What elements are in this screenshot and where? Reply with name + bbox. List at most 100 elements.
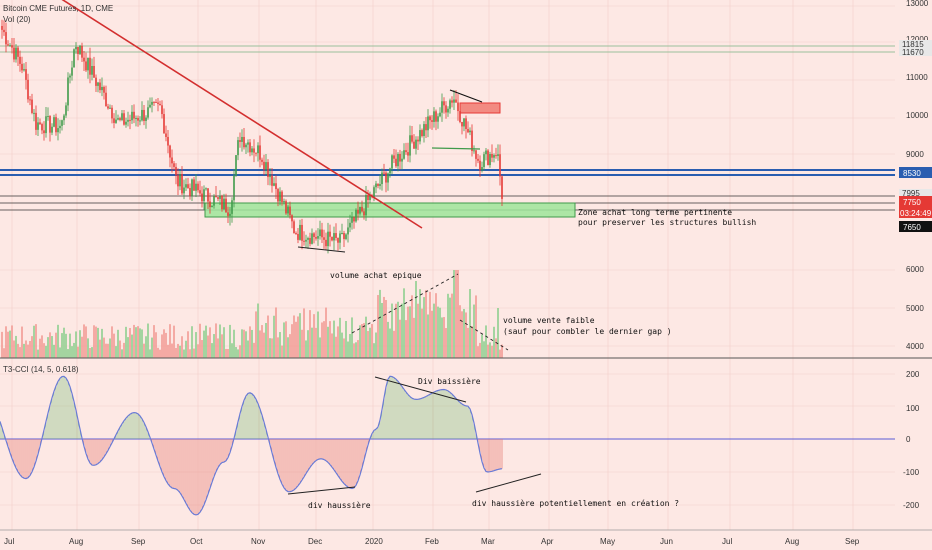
candle-body [493, 155, 495, 158]
candle-body [263, 161, 265, 170]
candle-body [283, 201, 285, 203]
volume-rising-dashed-line [351, 273, 459, 334]
candle-body [133, 111, 135, 119]
candle-body [245, 144, 247, 148]
volume-bar [281, 345, 283, 358]
volume-bar [347, 341, 349, 358]
volume-bar [427, 314, 429, 358]
volume-bar [121, 349, 123, 358]
candle-body [45, 116, 47, 134]
candle-body [225, 198, 227, 213]
candle-body [71, 67, 73, 76]
cci-line [0, 375, 503, 516]
volume-bar [111, 326, 113, 358]
candle-body [373, 187, 375, 198]
volume-bar [301, 329, 303, 358]
volume-bar [493, 326, 495, 358]
volume-bar [261, 325, 263, 358]
candle-body [491, 153, 493, 158]
volume-bar [263, 332, 265, 358]
candle-body [395, 158, 397, 167]
candle-body [313, 233, 315, 237]
candle-body [23, 69, 25, 71]
candle-body [397, 153, 399, 167]
candle-body [301, 224, 303, 241]
volume-bar [463, 308, 465, 358]
time-label: May [600, 537, 615, 546]
volume-bar [497, 308, 499, 358]
time-label: Nov [251, 537, 265, 546]
volume-bar [229, 324, 231, 358]
candle-body [355, 209, 357, 222]
candle-body [311, 233, 313, 244]
volume-bar [53, 344, 55, 358]
volume-bar [451, 293, 453, 358]
candle-body [113, 118, 115, 123]
time-label: Apr [541, 537, 554, 546]
candle-body [121, 113, 123, 120]
volume-bar [337, 326, 339, 358]
candle-body [411, 135, 413, 142]
time-label: Jun [660, 537, 673, 546]
candle-body [457, 102, 459, 112]
volume-bar [351, 317, 353, 358]
candle-body [43, 130, 45, 134]
cci-legend[interactable]: T3-CCI (14, 5, 0.618) [3, 365, 79, 374]
div-haussiere-potential-annotation: div haussière potentiellement en créatio… [472, 498, 679, 508]
candle-body [29, 99, 31, 101]
volume-bar [181, 336, 183, 358]
candle-body [337, 237, 339, 243]
volume-legend[interactable]: Vol (20) [3, 15, 31, 24]
candle-body [165, 133, 167, 137]
symbol-title[interactable]: Bitcoin CME Futures, 1D, CME [3, 4, 113, 13]
volume-bar [209, 327, 211, 358]
volume-bar [151, 337, 153, 358]
volume-bar [5, 326, 7, 358]
volume-bar [369, 327, 371, 358]
volume-bar [313, 314, 315, 358]
volume-bar [283, 322, 285, 358]
volume-bar [51, 336, 53, 358]
volume-bar [217, 338, 219, 358]
volume-bar [409, 306, 411, 358]
candle-body [255, 152, 257, 154]
volume-bar [403, 288, 405, 358]
volume-bar [485, 325, 487, 358]
volume-bar [389, 328, 391, 358]
zone-annotation-line2: pour preserver les structures bullish [578, 218, 756, 227]
volume-bar [35, 324, 37, 358]
candle-body [451, 100, 453, 103]
candle-body [3, 29, 5, 33]
candle-body [277, 189, 279, 202]
volume-bar [375, 332, 377, 358]
volume-tick-4000: 4000 [906, 342, 924, 351]
price-tag-11670: 11670 [902, 48, 924, 57]
candle-body [191, 179, 193, 196]
volume-bar [97, 327, 99, 358]
candle-body [489, 153, 491, 166]
price-tags: 11815 11670 8530 7995 7750 03:24:49 7650 [899, 40, 932, 232]
candle-body [7, 44, 9, 46]
volume-bar [45, 345, 47, 358]
volume-bar [241, 329, 243, 358]
candle-body [327, 231, 329, 247]
candle-body [247, 142, 249, 145]
candle-body [137, 118, 139, 121]
candle-body [219, 195, 221, 199]
volume-bar [101, 328, 103, 358]
candle-body [299, 224, 301, 240]
candle-body [31, 99, 33, 113]
volume-bar [335, 336, 337, 358]
volume-bar [225, 348, 227, 358]
time-label: Jul [722, 537, 732, 546]
volume-bar [161, 334, 163, 358]
candle-body [467, 128, 469, 133]
volume-bar [25, 340, 27, 358]
volume-bar [445, 328, 447, 358]
volume-bar [315, 327, 317, 358]
candle-body [17, 47, 19, 57]
volume-bar [87, 338, 89, 358]
candle-body [415, 139, 417, 149]
volume-bar [267, 315, 269, 358]
volume-bar [477, 346, 479, 358]
